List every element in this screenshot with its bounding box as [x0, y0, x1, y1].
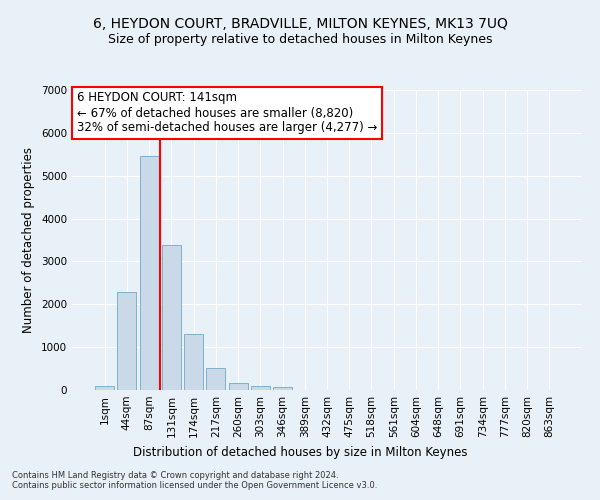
- Y-axis label: Number of detached properties: Number of detached properties: [22, 147, 35, 333]
- Bar: [95, 386, 114, 390]
- Text: Contains HM Land Registry data © Crown copyright and database right 2024.: Contains HM Land Registry data © Crown c…: [12, 470, 338, 480]
- Text: 6, HEYDON COURT, BRADVILLE, MILTON KEYNES, MK13 7UQ: 6, HEYDON COURT, BRADVILLE, MILTON KEYNE…: [92, 18, 508, 32]
- Bar: [184, 334, 203, 390]
- Text: Distribution of detached houses by size in Milton Keynes: Distribution of detached houses by size …: [133, 446, 467, 459]
- Text: 6 HEYDON COURT: 141sqm
← 67% of detached houses are smaller (8,820)
32% of semi-: 6 HEYDON COURT: 141sqm ← 67% of detached…: [77, 92, 377, 134]
- Bar: [118, 292, 136, 390]
- Bar: [140, 156, 158, 390]
- Bar: [273, 387, 292, 390]
- Bar: [251, 386, 270, 390]
- Text: Size of property relative to detached houses in Milton Keynes: Size of property relative to detached ho…: [108, 32, 492, 46]
- Text: Contains public sector information licensed under the Open Government Licence v3: Contains public sector information licen…: [12, 480, 377, 490]
- Bar: [229, 382, 248, 390]
- Bar: [206, 368, 225, 390]
- Bar: [162, 245, 181, 390]
